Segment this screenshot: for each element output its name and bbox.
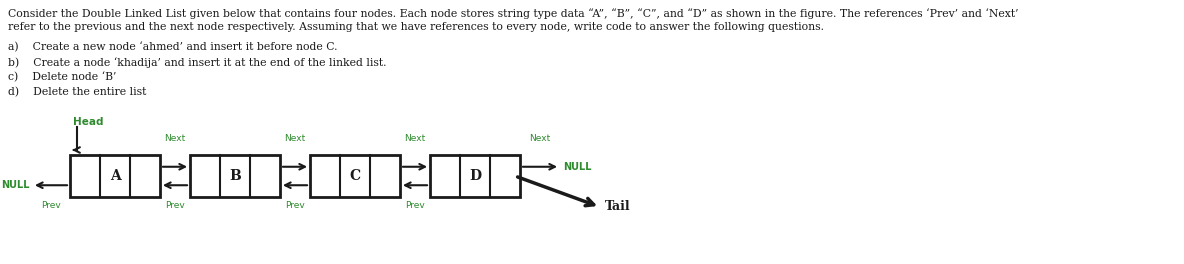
Bar	[70, 155, 160, 197]
Text: NULL: NULL	[1, 180, 30, 190]
Text: Head: Head	[73, 117, 103, 127]
Text: A: A	[110, 169, 121, 183]
Text: D: D	[469, 169, 481, 183]
Text: Next: Next	[165, 134, 186, 143]
Text: Prev: Prev	[41, 201, 60, 210]
Text: Next: Next	[284, 134, 305, 143]
Text: NULL: NULL	[564, 162, 592, 172]
Text: c)    Delete node ‘B’: c) Delete node ‘B’	[8, 72, 116, 83]
Text: Tail: Tail	[605, 200, 631, 214]
Text: Prev: Prev	[165, 201, 185, 210]
Text: B: B	[230, 169, 240, 183]
Text: b)    Create a node ‘khadija’ and insert it at the end of the linked list.: b) Create a node ‘khadija’ and insert it…	[8, 57, 386, 68]
Text: Consider the Double Linked List given below that contains four nodes. Each node : Consider the Double Linked List given be…	[8, 8, 1018, 19]
Bar	[310, 155, 400, 197]
Text: Prev: Prev	[285, 201, 304, 210]
Text: Next: Next	[529, 134, 551, 143]
Text: refer to the previous and the next node respectively. Assuming that we have refe: refer to the previous and the next node …	[8, 22, 824, 32]
Text: C: C	[349, 169, 361, 183]
Text: a)    Create a new node ‘ahmed’ and insert it before node C.: a) Create a new node ‘ahmed’ and insert …	[8, 42, 337, 53]
Bar	[189, 155, 279, 197]
Text: Prev: Prev	[405, 201, 425, 210]
Text: d)    Delete the entire list: d) Delete the entire list	[8, 87, 147, 97]
Text: Next: Next	[405, 134, 425, 143]
Bar	[430, 155, 520, 197]
